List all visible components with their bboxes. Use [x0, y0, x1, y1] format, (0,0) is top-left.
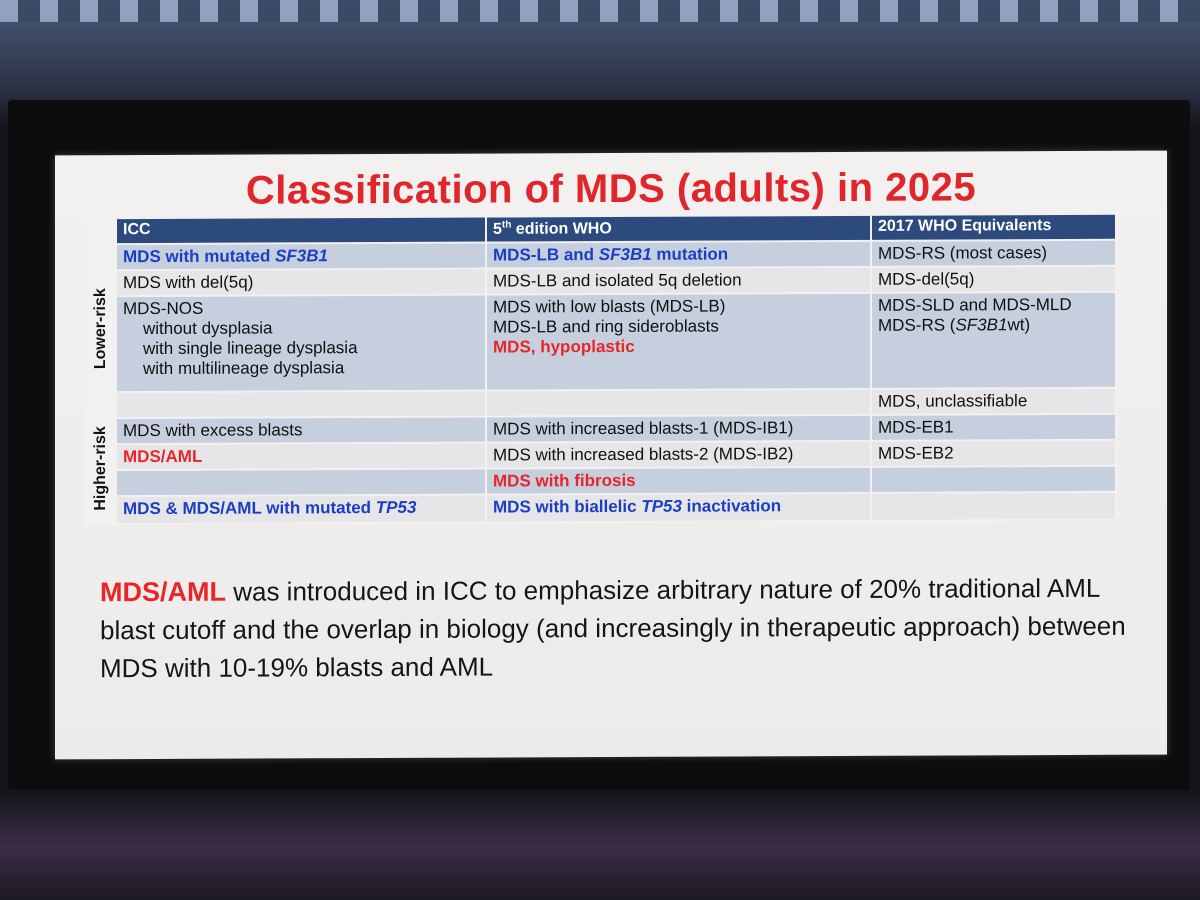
cell [116, 468, 486, 497]
cell: MDS, unclassifiable [871, 387, 1116, 415]
cell: MDS with fibrosis [486, 466, 871, 495]
header-text: th [501, 219, 512, 231]
group-label-cell: Lower-risk [86, 244, 116, 419]
cell-text: MDS-LB and isolated 5q deletion [493, 270, 742, 291]
cell [871, 465, 1116, 493]
cell: MDS with increased blasts-1 (MDS-IB1) [486, 414, 871, 443]
header-cell: 2017 WHO Equivalents [871, 213, 1116, 241]
cell: MDS/AML [116, 442, 486, 471]
cell: MDS with low blasts (MDS-LB) MDS-LB and … [486, 292, 871, 391]
footnote: MDS/AML was introduced in ICC to emphasi… [100, 569, 1140, 688]
cell-text: MDS-NOS [123, 298, 204, 319]
cell-text: MDS-LB and [493, 245, 599, 265]
cell: MDS with increased blasts-2 (MDS-IB2) [486, 440, 871, 469]
cell-text: MDS-EB1 [878, 417, 954, 437]
cell-text: MDS, unclassifiable [878, 391, 1028, 411]
slide-title: Classification of MDS (adults) in 2025 [245, 165, 977, 213]
cell: MDS-LB and SF3B1 mutation [486, 240, 871, 269]
classification-table: ICC 5th edition WHO 2017 WHO Equivalents… [85, 213, 1117, 526]
cell-text: MDS with increased blasts-1 (MDS-IB1) [493, 418, 794, 439]
cell: MDS & MDS/AML with mutated TP53 [116, 494, 486, 525]
cell [486, 388, 871, 417]
group-label: Lower-risk [92, 288, 109, 370]
ceiling-lights [0, 0, 1200, 22]
cell-text: without dysplasia [143, 318, 273, 339]
cell-text: MDS with increased blasts-2 (MDS-IB2) [493, 444, 794, 465]
cell-text: MDS-SLD and MDS-MLD [878, 294, 1072, 315]
cell-text: MDS/AML [123, 446, 203, 467]
row: MDS-NOS without dysplasia with single li… [86, 291, 1116, 393]
cell-text: wt) [1007, 315, 1031, 335]
cell-text: SF3B1 [955, 315, 1008, 335]
group-label-cell: Higher-risk [86, 418, 116, 525]
cell-text: mutation [651, 244, 729, 264]
cell-text: with multilineage dysplasia [143, 358, 345, 379]
note-text: was introduced in ICC to emphasize arbit… [100, 572, 1126, 684]
cell-text: MDS with fibrosis [493, 470, 636, 491]
cell-text: MDS with biallelic [493, 496, 642, 517]
cell: MDS with del(5q) [116, 268, 486, 297]
cell: MDS with excess blasts [116, 416, 486, 445]
cell: MDS-RS (most cases) [871, 239, 1116, 267]
cell-text: SF3B1 [275, 246, 328, 266]
cell: MDS with mutated SF3B1 [116, 242, 486, 271]
cell-text: MDS with del(5q) [123, 272, 254, 293]
cell-text: with single lineage dysplasia [143, 338, 358, 359]
cell-text: SF3B1 [598, 244, 652, 265]
cell-text: MDS-LB and ring sideroblasts [493, 316, 719, 337]
slide: Classification of MDS (adults) in 2025 I… [55, 150, 1167, 760]
cell-text: MDS with excess blasts [123, 420, 303, 441]
row: MDS & MDS/AML with mutated TP53 MDS with… [86, 491, 1116, 525]
cell-text: MDS, hypoplastic [493, 336, 635, 357]
cell [871, 491, 1116, 521]
header-text: 5 [493, 220, 502, 238]
cell-text: MDS & MDS/AML with mutated [123, 498, 376, 519]
cell-text: inactivation [681, 496, 782, 516]
cell: MDS-NOS without dysplasia with single li… [116, 294, 486, 393]
cell: MDS-LB and isolated 5q deletion [486, 266, 871, 295]
cell-text: MDS-RS ( [878, 315, 956, 335]
header-cell: ICC [116, 216, 486, 245]
cell: MDS-del(5q) [871, 265, 1116, 293]
cell-text: MDS with low blasts (MDS-LB) [493, 296, 726, 317]
cell-text: TP53 [375, 497, 417, 518]
cell-text: MDS-EB2 [878, 443, 954, 463]
cell-text: MDS-del(5q) [878, 269, 975, 289]
cell [116, 390, 486, 419]
header-text: 2017 WHO Equivalents [878, 217, 1052, 235]
cell-text: MDS with mutated [123, 246, 276, 267]
cell: MDS with biallelic TP53 inactivation [486, 492, 871, 523]
cell-text: TP53 [641, 496, 682, 516]
header-cell: 5th edition WHO [486, 214, 871, 243]
cell-text: MDS-RS (most cases) [878, 243, 1048, 263]
cell: MDS-EB2 [871, 439, 1116, 467]
group-label: Higher-risk [92, 426, 109, 511]
cell: MDS-SLD and MDS-MLD MDS-RS (SF3B1wt) [871, 291, 1116, 389]
header-text: ICC [123, 221, 151, 239]
header-text: edition WHO [511, 220, 612, 238]
note-highlight: MDS/AML [100, 576, 226, 608]
cell: MDS-EB1 [871, 413, 1116, 441]
